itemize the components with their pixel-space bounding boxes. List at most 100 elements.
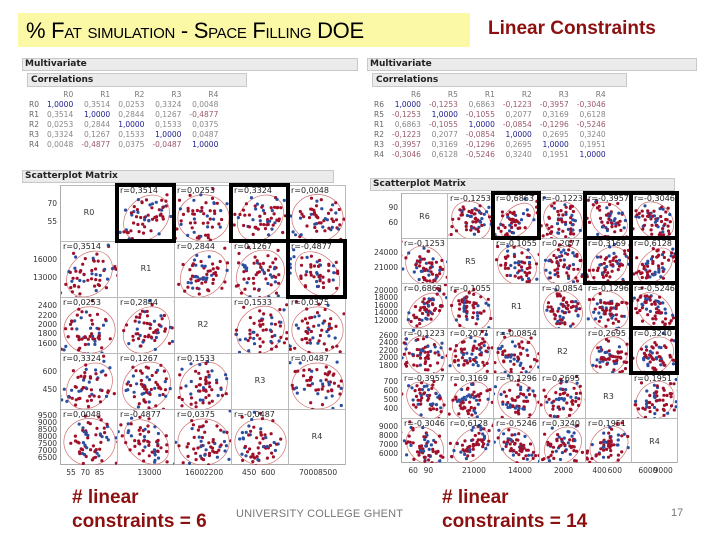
scatter-cell[interactable]: r=-0,3957 <box>586 193 632 238</box>
scatter-cell[interactable]: r=-0,5246 <box>632 283 678 328</box>
scatter-plot <box>63 414 117 465</box>
scatter-plot <box>234 245 285 297</box>
scatter-plot <box>289 194 345 241</box>
scatter-cell[interactable]: r=0,3514 <box>118 185 175 241</box>
scatter-cell[interactable]: r=0,3240 <box>632 328 678 373</box>
scatter-cell[interactable]: r=0,3169 <box>586 238 632 283</box>
row-label: R2 <box>374 130 384 139</box>
scatter-cell[interactable]: r=-0,1253 <box>402 238 448 283</box>
correlation-value: -0,1296 <box>539 120 569 129</box>
scatter-cell[interactable]: r=0,3240 <box>540 418 586 463</box>
y-axis-tick: 21000 <box>374 263 398 272</box>
scatter-cell[interactable]: r=-0,5246 <box>494 418 540 463</box>
scatter-cell[interactable]: r=0,2695 <box>540 373 586 418</box>
x-axis-tick: 55 <box>66 468 76 477</box>
scatter-cell[interactable]: r=0,1533 <box>175 353 232 409</box>
slide-title: % Fat simulation - Space Filling DOE <box>26 18 364 43</box>
left-correlations-header[interactable]: Correlations <box>27 73 247 87</box>
scatter-cell[interactable]: r=0,3324 <box>232 185 289 241</box>
scatter-cell[interactable]: r=0,3514 <box>61 241 118 297</box>
correlation-label: r=-0,4877 <box>120 410 161 419</box>
scatter-cell[interactable]: r=-0,3957 <box>402 373 448 418</box>
page-number: 17 <box>671 507 684 519</box>
scatter-cell[interactable]: r=-0,1223 <box>402 328 448 373</box>
density-ellipse <box>234 418 287 465</box>
scatter-cell[interactable]: r=0,2844 <box>175 241 232 297</box>
scatter-cell[interactable]: r=0,2844 <box>118 297 175 353</box>
scatter-cell[interactable]: r=-0,0854 <box>494 328 540 373</box>
scatter-cell[interactable]: r=0,2077 <box>540 238 586 283</box>
scatter-cell[interactable]: r=0,6128 <box>632 238 678 283</box>
scatter-cell[interactable]: r=0,0253 <box>175 185 232 241</box>
scatter-cell[interactable]: r=-0,1253 <box>448 193 494 238</box>
correlation-label: r=0,3514 <box>120 186 158 195</box>
y-axis-tick: 2600 <box>378 330 398 340</box>
table-row: R2 -0,1223 0,2077 -0,0854 1,0000 0,2695 0,3240 <box>372 130 610 140</box>
scatter-cell[interactable]: r=0,6863 <box>402 283 448 328</box>
correlation-value: 0,0253 <box>118 100 145 109</box>
density-ellipse <box>589 290 629 328</box>
right-scatter-header[interactable]: Scatterplot Matrix <box>370 178 675 191</box>
scatter-cell[interactable]: r=-0,4877 <box>289 241 346 297</box>
y-axis-tick: 9500 <box>37 411 57 420</box>
scatter-cell[interactable]: r=-0,1296 <box>494 373 540 418</box>
scatter-cell[interactable]: r=-0,1055 <box>494 238 540 283</box>
scatter-cell[interactable]: r=-0,1055 <box>448 283 494 328</box>
scatter-cell[interactable]: r=-0,3046 <box>632 193 678 238</box>
correlation-label: r=-0,3957 <box>588 194 629 203</box>
variable-name: R1 <box>511 301 522 311</box>
scatter-cell[interactable]: r=0,1267 <box>232 241 289 297</box>
correlation-value: 0,0048 <box>46 140 74 149</box>
scatter-cell[interactable]: r=-0,4877 <box>118 409 175 465</box>
scatter-cell[interactable]: r=0,3169 <box>448 373 494 418</box>
left-scatter-header[interactable]: Scatterplot Matrix <box>22 170 334 183</box>
scatter-cell[interactable]: r=0,0375 <box>175 409 232 465</box>
y-axis-tick: 500 <box>383 395 398 404</box>
scatter-cell[interactable]: r=0,1533 <box>232 297 289 353</box>
correlation-label: r=0,0375 <box>291 298 329 307</box>
correlation-label: r=-0,0487 <box>234 410 275 419</box>
density-ellipse <box>637 247 673 283</box>
scatter-cell[interactable]: r=0,0048 <box>61 409 118 465</box>
scatter-cell[interactable]: r=0,0048 <box>289 185 346 241</box>
scatter-cell[interactable]: r=-0,1296 <box>586 283 632 328</box>
scatter-cell[interactable]: r=-0,0854 <box>540 283 586 328</box>
left-multivariate-header[interactable]: Multivariate <box>22 58 358 71</box>
scatter-cell[interactable]: r=0,1267 <box>118 353 175 409</box>
scatter-cell[interactable]: r=0,3324 <box>61 353 118 409</box>
correlation-value: 0,2844 <box>118 110 145 119</box>
scatter-cell[interactable]: r=0,6128 <box>448 418 494 463</box>
matrix-diagonal-cell: R2 <box>175 297 232 353</box>
scatter-plot <box>448 422 493 463</box>
scatter-cell[interactable]: r=0,1951 <box>632 373 678 418</box>
variable-name: R6 <box>419 211 430 221</box>
correlation-label: r=-0,4877 <box>291 242 332 251</box>
scatter-plot <box>494 419 539 463</box>
right-correlations-header[interactable]: Correlations <box>372 73 627 87</box>
scatter-cell[interactable]: r=0,1951 <box>586 418 632 463</box>
x-axis-tick: 2000 <box>554 466 574 475</box>
correlation-value: 0,0253 <box>46 120 74 129</box>
scatter-cell[interactable]: r=-0,1223 <box>540 193 586 238</box>
left-constraints-label: # linear constraints = 6 <box>72 486 207 534</box>
scatter-cell[interactable]: r=0,6863 <box>494 193 540 238</box>
correlation-value: 0,3169 <box>431 140 458 149</box>
row-label: R4 <box>374 150 384 159</box>
scatter-cell[interactable]: r=-0,0487 <box>232 409 289 465</box>
y-axis-tick: 13000 <box>33 273 57 283</box>
scatter-cell[interactable]: r=0,2077 <box>448 328 494 373</box>
scatter-cell[interactable]: r=0,0253 <box>61 297 118 353</box>
y-axis-tick: 9000 <box>378 422 398 431</box>
matrix-diagonal-cell: R0 <box>61 185 118 241</box>
scatter-plot <box>494 329 539 373</box>
x-axis-tick: 600 <box>607 466 622 475</box>
scatter-cell[interactable]: r=0,2695 <box>586 328 632 373</box>
right-multivariate-header[interactable]: Multivariate <box>367 58 697 71</box>
correlation-value: 0,6128 <box>431 150 458 159</box>
scatter-cell[interactable]: r=0,0375 <box>289 297 346 353</box>
scatter-cell[interactable]: r=-0,3046 <box>402 418 448 463</box>
row-label: R1 <box>374 120 384 129</box>
correlation-label: r=-0,0854 <box>496 329 537 338</box>
correlation-value: 0,3514 <box>83 100 111 109</box>
scatter-cell[interactable]: r=0,0487 <box>289 353 346 409</box>
